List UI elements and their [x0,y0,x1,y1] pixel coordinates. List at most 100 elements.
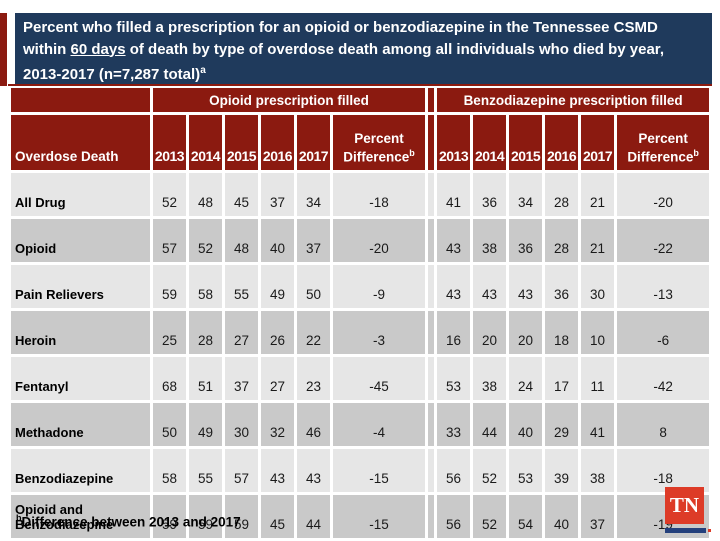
benzo-value: 20 [509,311,543,354]
benzo-value: 38 [473,219,507,262]
section-divider [428,495,435,538]
benzo-year-header: 2013 [437,115,471,170]
benzo-value: 44 [473,403,507,446]
benzo-value: 52 [473,495,507,538]
benzo-value: 38 [581,449,615,492]
benzo-pct-diff: -20 [617,173,710,216]
footnote-marker: b [16,513,22,523]
benzo-value: 43 [473,265,507,308]
benzo-value: 18 [545,311,579,354]
opioid-pct-diff: -18 [333,173,426,216]
opioid-value: 59 [225,495,258,538]
benzo-value: 40 [545,495,579,538]
opioid-year-header: 2016 [261,115,294,170]
opioid-value: 43 [261,449,294,492]
opioid-value: 46 [297,403,330,446]
opioid-value: 51 [189,357,222,400]
row-label: Opioid and Benzodiazepine [11,495,150,538]
section-divider [428,115,435,170]
tn-logo-text: TN [669,493,700,517]
section-divider [428,449,435,492]
benzo-pct-diff: -6 [617,311,710,354]
benzo-value: 21 [581,219,615,262]
section-header-benzo: Benzodiazepine prescription filled [437,88,710,112]
benzo-pct-diff: -13 [617,265,710,308]
benzo-value: 16 [437,311,471,354]
opioid-value: 52 [189,219,222,262]
opioid-value: 55 [189,449,222,492]
benzo-value: 39 [545,449,579,492]
opioid-value: 57 [225,449,258,492]
benzo-year-header: 2015 [509,115,543,170]
opioid-value: 44 [297,495,330,538]
column-header-row: Overdose Death 2013 2014 2015 2016 2017 Perce… [11,115,710,170]
opioid-pct-diff: -4 [333,403,426,446]
row-label: Benzodiazepine [11,449,150,492]
opioid-value: 27 [261,357,294,400]
opioid-value: 68 [153,357,186,400]
opioid-pct-diff: -9 [333,265,426,308]
benzo-value: 36 [509,219,543,262]
benzo-value: 21 [581,173,615,216]
benzo-value: 41 [437,173,471,216]
tn-logo: TN [665,487,704,524]
benzo-value: 56 [437,449,471,492]
opioid-value: 23 [297,357,330,400]
benzo-year-header: 2017 [581,115,615,170]
opioid-value: 28 [189,311,222,354]
opioid-value: 55 [225,265,258,308]
opioid-year-header: 2013 [153,115,186,170]
benzo-value: 54 [509,495,543,538]
benzo-value: 30 [581,265,615,308]
opioid-value: 40 [261,219,294,262]
footnote: bDifference between 2013 and 2017 [16,513,241,530]
section-divider [428,357,435,400]
benzo-value: 56 [437,495,471,538]
opioid-value: 48 [189,173,222,216]
section-divider [428,219,435,262]
section-divider [428,265,435,308]
row-label: Fentanyl [11,357,150,400]
pct-diff-footnote-marker: b [409,147,415,158]
opioid-value: 59 [189,495,222,538]
benzo-value: 40 [509,403,543,446]
opioid-value: 22 [297,311,330,354]
benzo-value: 43 [437,265,471,308]
benzo-pct-diff-header: Percent Differenceb [617,115,710,170]
opioid-value: 26 [261,311,294,354]
opioid-value: 50 [153,403,186,446]
benzo-value: 20 [473,311,507,354]
opioid-pct-diff: -15 [333,495,426,538]
opioid-pct-diff: -15 [333,449,426,492]
tn-logo-underline [665,528,706,533]
benzo-value: 11 [581,357,615,400]
benzo-pct-diff: -18 [617,449,710,492]
slide-title-text: Percent who filled a prescription for an… [23,19,664,83]
opioid-value: 59 [153,265,186,308]
opioid-value: 27 [225,311,258,354]
opioid-pct-diff: -20 [333,219,426,262]
benzo-value: 43 [437,219,471,262]
section-header-opioid: Opioid prescription filled [153,88,426,112]
benzo-pct-diff: -42 [617,357,710,400]
row-label: Methadone [11,403,150,446]
title-underlined-phrase: 60 days [70,40,126,58]
opioid-year-header: 2015 [225,115,258,170]
row-header-label: Overdose Death [11,115,150,170]
benzo-value: 38 [473,357,507,400]
table-row: Opioid 57 52 48 40 37 -20 43 38 36 28 21 -22 [11,219,710,262]
benzo-value: 53 [509,449,543,492]
table-row: Pain Relievers 59 58 55 49 50 -9 43 43 43 36 30 -13 [11,265,710,308]
opioid-value: 57 [153,219,186,262]
opioid-year-header: 2014 [189,115,222,170]
opioid-pct-diff: -45 [333,357,426,400]
benzo-value: 37 [581,495,615,538]
benzo-year-header: 2016 [545,115,579,170]
section-divider [428,88,435,112]
table-row: Methadone 50 49 30 32 46 -4 33 44 40 29 41 8 [11,403,710,446]
row-label: Pain Relievers [11,265,150,308]
benzo-value: 41 [581,403,615,446]
pct-diff-footnote-marker: b [693,147,699,158]
opioid-value: 58 [153,449,186,492]
opioid-value: 45 [261,495,294,538]
